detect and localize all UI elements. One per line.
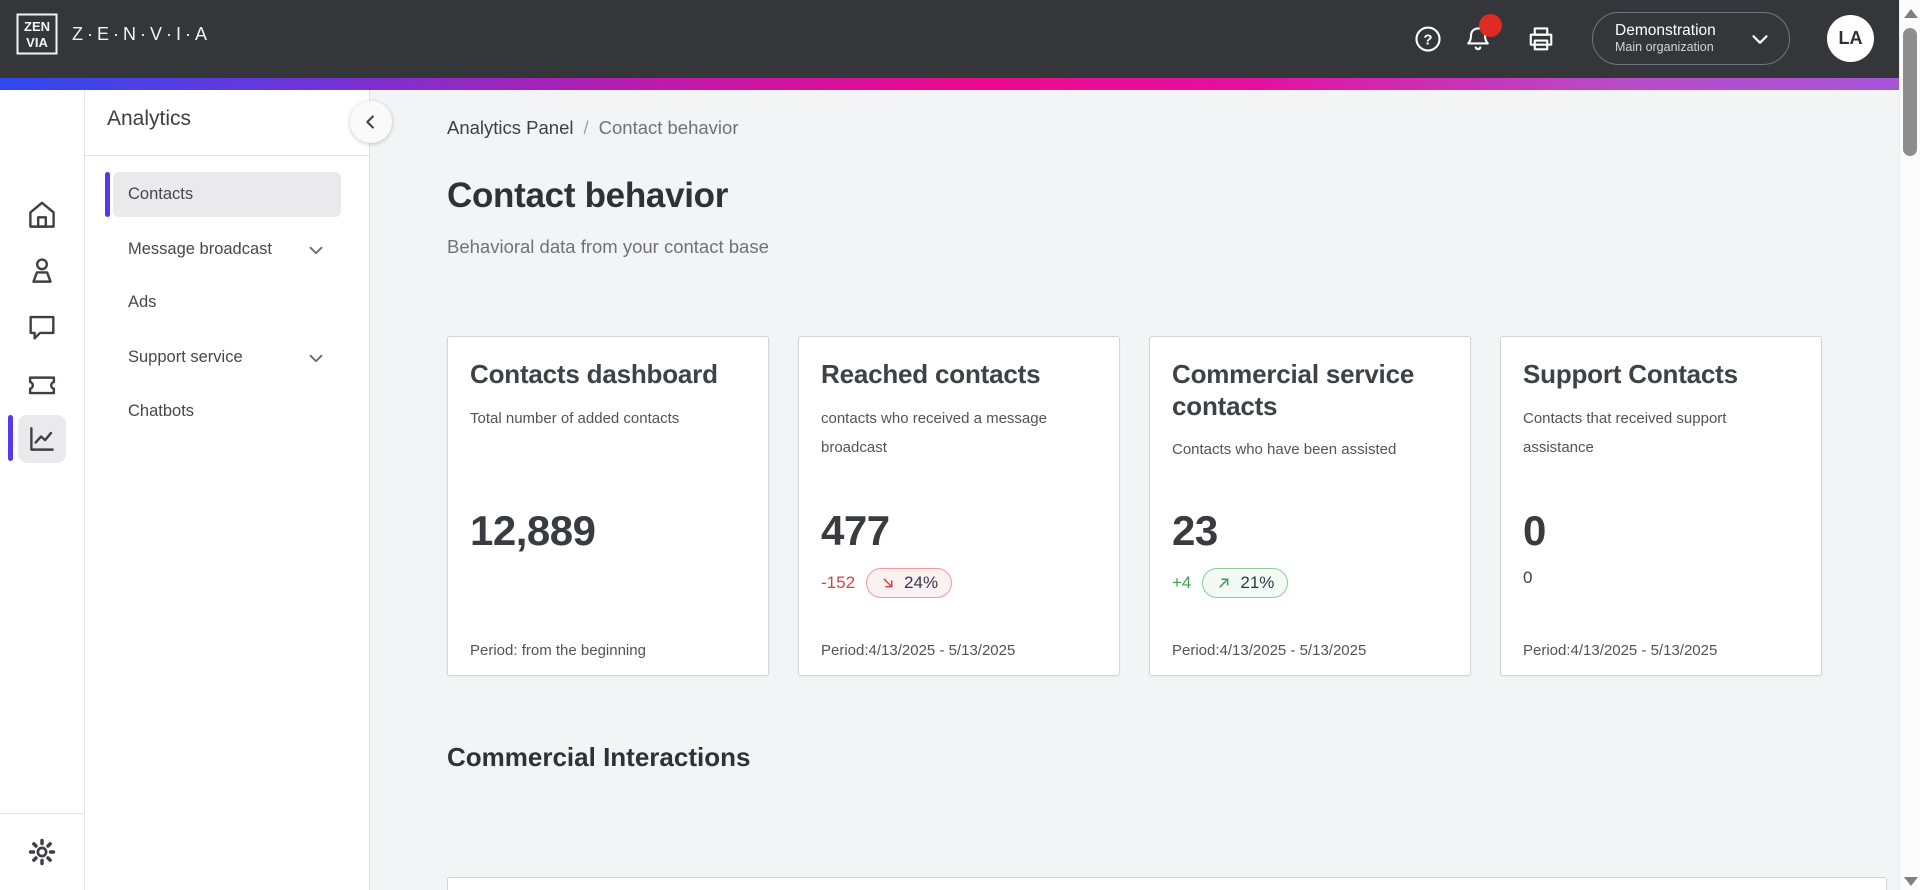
sidebar: Analytics Contacts Message broadcast Ads…: [85, 90, 370, 890]
ticket-icon: [25, 368, 59, 402]
card-contacts-dashboard: Contacts dashboard Total number of added…: [447, 336, 769, 676]
rail-item-conversations[interactable]: [18, 303, 66, 351]
rail-item-analytics[interactable]: [18, 415, 66, 463]
card-delta-row: -152 24%: [821, 568, 953, 598]
rail-item-home[interactable]: [18, 191, 66, 239]
brand[interactable]: ZEN VIA Z·E·N·V·I·A: [16, 13, 211, 55]
help-icon[interactable]: ?: [1411, 22, 1445, 56]
card-commercial-service-contacts: Commercial service contacts Contacts who…: [1149, 336, 1471, 676]
brand-gradient-bar: [0, 78, 1899, 90]
organization-switcher[interactable]: Demonstration Main organization: [1592, 12, 1790, 65]
sidebar-item-chatbots[interactable]: Chatbots: [113, 389, 341, 434]
card-description: contacts who received a message broadcas…: [821, 409, 1047, 456]
trend-down-icon: [880, 575, 897, 592]
section-heading-commercial-interactions: Commercial Interactions: [447, 742, 751, 772]
card-description: Contacts who have been assisted: [1172, 441, 1397, 459]
main-content: Analytics Panel / Contact behavior Conta…: [370, 90, 1899, 890]
kpi-cards-row: Contacts dashboard Total number of added…: [447, 336, 1822, 676]
breadcrumb: Analytics Panel / Contact behavior: [447, 117, 739, 139]
scrollbar-thumb[interactable]: [1903, 28, 1917, 156]
commercial-interactions-card: [447, 877, 1887, 890]
active-item-indicator: [105, 172, 110, 217]
trend-badge: 24%: [866, 568, 953, 598]
notification-dot: [1479, 14, 1502, 37]
card-delta-row: +4 21%: [1172, 568, 1289, 598]
rail-item-tickets[interactable]: [18, 361, 66, 409]
sidebar-item-support-service[interactable]: Support service: [113, 335, 341, 380]
sidebar-item-contacts[interactable]: Contacts: [113, 172, 341, 217]
card-title: Reached contacts: [821, 359, 1041, 389]
analytics-chart-icon: [25, 422, 59, 456]
active-rail-indicator: [8, 415, 13, 461]
rail-divider: [0, 813, 85, 814]
rail-item-contacts[interactable]: [18, 247, 66, 295]
card-delta-row: 0: [1523, 568, 1532, 588]
card-value: 0: [1523, 507, 1546, 554]
card-reached-contacts: Reached contacts contacts who received a…: [798, 336, 1120, 676]
card-period: Period:4/13/2025 - 5/13/2025: [1523, 642, 1718, 659]
rail-item-settings[interactable]: [18, 828, 66, 876]
bell-icon[interactable]: [1461, 14, 1502, 56]
icon-rail: [0, 90, 85, 890]
chevron-left-icon: [360, 111, 382, 133]
card-value: 12,889: [470, 507, 596, 554]
organization-subtitle: Main organization: [1615, 40, 1714, 55]
contacts-icon: [25, 254, 59, 288]
chevron-down-icon: [1747, 26, 1773, 52]
page-subtitle: Behavioral data from your contact base: [447, 236, 769, 257]
svg-text:VIA: VIA: [26, 35, 48, 50]
delta-value: +4: [1172, 573, 1192, 592]
zenvia-logo-icon: ZEN VIA: [16, 13, 58, 55]
delta-value: 0: [1523, 568, 1533, 587]
trend-percent: 24%: [904, 573, 939, 592]
card-period: Period:4/13/2025 - 5/13/2025: [1172, 642, 1367, 659]
chevron-down-icon: [305, 239, 327, 261]
sidebar-collapse-button[interactable]: [350, 101, 392, 143]
trend-up-icon: [1216, 575, 1233, 592]
card-title: Support Contacts: [1523, 359, 1738, 389]
delta-value: -152: [821, 573, 856, 592]
breadcrumb-separator: /: [583, 117, 589, 138]
chevron-down-icon: [305, 347, 327, 369]
sidebar-item-message-broadcast[interactable]: Message broadcast: [113, 227, 341, 272]
card-value: 23: [1172, 507, 1218, 554]
card-description: Contacts that received support assistanc…: [1523, 409, 1727, 456]
sidebar-item-ads[interactable]: Ads: [113, 280, 341, 325]
sidebar-item-label: Support service: [128, 348, 243, 366]
svg-text:?: ?: [1423, 32, 1432, 49]
sidebar-item-label: Chatbots: [128, 402, 195, 420]
card-title: Contacts dashboard: [470, 359, 718, 389]
sidebar-item-label: Ads: [128, 293, 157, 311]
card-description: Total number of added contacts: [470, 409, 680, 427]
home-icon: [25, 198, 59, 232]
gear-icon: [26, 836, 58, 868]
svg-text:ZEN: ZEN: [24, 19, 50, 34]
breadcrumb-analytics-panel[interactable]: Analytics Panel: [447, 117, 574, 138]
card-period: Period: from the beginning: [470, 642, 646, 659]
avatar-initials: LA: [1838, 28, 1863, 48]
page-scrollbar: [1899, 0, 1920, 890]
page-title: Contact behavior: [447, 176, 729, 215]
avatar[interactable]: LA: [1827, 15, 1874, 62]
chat-icon: [25, 310, 59, 344]
sidebar-item-label: Message broadcast: [128, 240, 272, 258]
organization-name: Demonstration: [1615, 22, 1716, 39]
trend-percent: 21%: [1240, 573, 1275, 592]
sidebar-title: Analytics: [107, 107, 192, 130]
sidebar-item-label: Contacts: [128, 185, 194, 203]
topbar: ZEN VIA Z·E·N·V·I·A ? Demonstration Main…: [0, 0, 1899, 78]
breadcrumb-current: Contact behavior: [598, 117, 739, 138]
card-support-contacts: Support Contacts Contacts that received …: [1500, 336, 1822, 676]
card-period: Period:4/13/2025 - 5/13/2025: [821, 642, 1016, 659]
brand-text: Z·E·N·V·I·A: [72, 23, 211, 44]
sidebar-divider: [85, 155, 369, 156]
scrollbar-down-arrow[interactable]: [1904, 877, 1918, 886]
card-title: Commercial service contacts: [1172, 359, 1415, 421]
card-value: 477: [821, 507, 890, 554]
trend-badge: 21%: [1202, 568, 1289, 598]
scrollbar-up-arrow[interactable]: [1904, 9, 1918, 18]
printer-icon[interactable]: [1524, 22, 1558, 56]
